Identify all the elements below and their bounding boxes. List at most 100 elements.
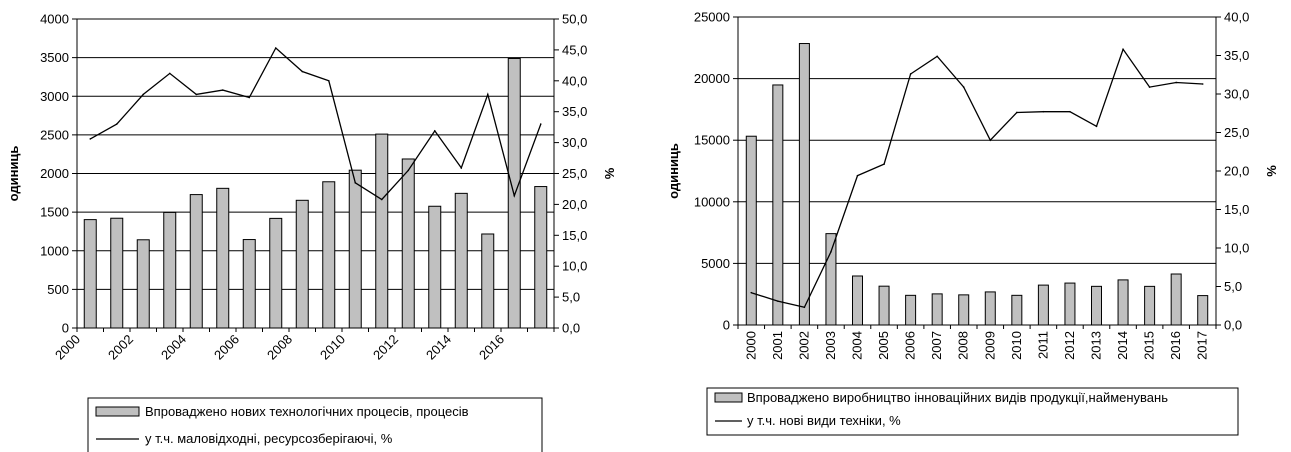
bar (1091, 285, 1102, 326)
line-point (380, 198, 383, 201)
bar (878, 285, 890, 326)
x-tick-label: 2015 (1142, 331, 1157, 360)
legend-frame (706, 387, 1239, 436)
x-tick-label: 2002 (105, 332, 136, 363)
line-point (909, 73, 912, 75)
line-point (1148, 86, 1151, 88)
y2-tick-label: 20,0 (1224, 164, 1249, 179)
legend: Впроваджено виробництво інноваційних вид… (706, 387, 1239, 436)
bar (375, 133, 389, 329)
line-point (168, 72, 171, 75)
y2-tick-label: 0,0 (562, 321, 580, 336)
line-point (486, 93, 489, 96)
y2-tick-label: 45,0 (562, 42, 587, 57)
y2-axis-title: % (1264, 165, 1279, 177)
legend-label-bar: Впроваджено виробництво інноваційних вид… (747, 390, 1168, 405)
x-tick-label: 2014 (1115, 331, 1130, 360)
bar (136, 239, 150, 329)
x-tick-label: 2008 (264, 332, 295, 363)
y-tick-label: 0 (62, 321, 69, 336)
x-tick-label: 2005 (876, 331, 891, 360)
y2-tick-label: 35,0 (562, 104, 587, 119)
bar (481, 233, 495, 329)
line-point (195, 93, 198, 96)
bar (322, 181, 336, 329)
line-point (962, 86, 965, 88)
x-tick-label: 2010 (317, 332, 348, 363)
bar (163, 211, 177, 329)
bar (1037, 284, 1049, 326)
legend: Впроваджено нових технологічних процесів… (87, 397, 543, 452)
y2-tick-label: 25,0 (1224, 125, 1249, 140)
bar (295, 199, 309, 329)
y2-tick-label: 20,0 (562, 197, 587, 212)
line-point (750, 291, 753, 294)
y-axis-title: одиниць (6, 146, 21, 202)
x-tick-label: 2012 (370, 332, 401, 363)
y2-tick-label: 25,0 (562, 166, 587, 181)
y-tick-label: 5000 (701, 256, 730, 271)
x-tick-label: 2016 (1168, 331, 1183, 360)
y-tick-label: 15000 (694, 133, 730, 148)
x-tick-label: 2007 (929, 331, 944, 360)
x-tick-label: 2014 (423, 332, 454, 363)
x-tick-label: 2013 (1089, 331, 1104, 360)
bar (1197, 295, 1209, 326)
bar (772, 84, 784, 326)
line-point (803, 306, 806, 309)
x-tick-label: 2001 (770, 331, 785, 360)
y2-tick-label: 10,0 (562, 259, 587, 274)
y2-tick-label: 40,0 (1224, 10, 1249, 25)
x-tick-label: 2006 (211, 332, 242, 363)
y-axis-title: одиниць (666, 143, 681, 199)
line-point (830, 251, 832, 253)
bar (1170, 273, 1182, 326)
y2-tick-label: 5,0 (562, 290, 580, 305)
bar (905, 294, 917, 326)
y-tick-label: 2500 (40, 127, 69, 142)
bar (401, 158, 415, 329)
x-tick-label: 2003 (823, 331, 838, 360)
y2-tick-label: 35,0 (1224, 48, 1249, 63)
bar (931, 293, 943, 326)
line-point (433, 130, 436, 132)
x-tick-label: 2006 (903, 331, 918, 360)
y2-tick-label: 30,0 (1224, 87, 1249, 102)
x-tick-label: 2000 (743, 331, 758, 360)
bar (269, 217, 283, 329)
line-point (301, 70, 304, 73)
bar (1011, 294, 1023, 326)
y2-tick-label: 5,0 (1224, 279, 1242, 294)
y2-tick-label: 30,0 (562, 135, 587, 150)
bar (348, 169, 362, 329)
line-point (142, 93, 145, 96)
line-point (248, 96, 251, 99)
x-tick-label: 2002 (796, 331, 811, 360)
y-tick-label: 1000 (40, 243, 69, 258)
line-point (1122, 48, 1124, 51)
line-point (354, 181, 357, 184)
bar (110, 217, 124, 329)
legend-swatch-bar (95, 406, 140, 417)
y-tick-label: 10000 (694, 194, 730, 209)
x-tick-label: 2000 (52, 332, 83, 363)
y2-tick-label: 0,0 (1224, 318, 1242, 333)
line-point (1069, 110, 1071, 113)
series-line (89, 46, 542, 201)
line-point (115, 123, 118, 125)
bar (1117, 279, 1129, 326)
line-point (856, 174, 859, 177)
legend-label-line: у т.ч. маловідходні, ресурсозберігаючі, … (145, 431, 393, 446)
y2-tick-label: 15,0 (562, 228, 587, 243)
y2-axis-title: % (602, 167, 617, 179)
x-tick-label: 2011 (1035, 331, 1050, 359)
line-point (936, 55, 938, 58)
y2-tick-label: 15,0 (1224, 202, 1249, 217)
bar (745, 135, 757, 326)
x-tick-label: 2004 (850, 331, 865, 360)
line-point (1095, 125, 1098, 128)
bar (958, 294, 970, 326)
y-tick-label: 2000 (40, 166, 69, 181)
line-point (274, 47, 277, 49)
bar (83, 219, 97, 329)
